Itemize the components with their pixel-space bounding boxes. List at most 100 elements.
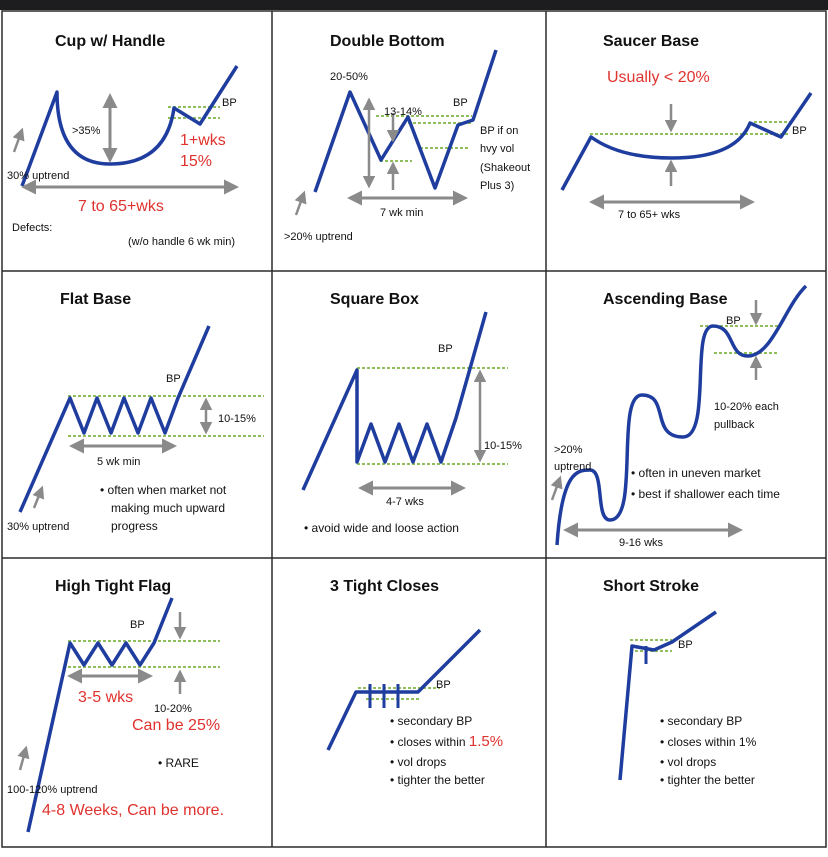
uptrend-label: 30% uptrend (7, 521, 69, 533)
uptrend-arrow (32, 485, 45, 509)
panel-title: Square Box (330, 291, 419, 308)
note-line: • tighter the better (660, 773, 755, 787)
panel-3-tight-closes: 3 Tight Closes BP • secondary BP • close… (326, 578, 503, 787)
note-line: • avoid wide and loose action (304, 521, 459, 535)
panel-saucer-base: Saucer Base Usually < 20% BP 7 to 65+ wk… (560, 33, 813, 221)
saucer-pattern-line (560, 92, 813, 191)
depth-label: Usually < 20% (607, 69, 710, 86)
duration-label: 3-5 wks (78, 689, 133, 706)
duration-label: 7 to 65+ wks (618, 209, 681, 221)
double-bottom-pattern-line (313, 49, 498, 193)
high-tight-flag-pattern-line (26, 597, 174, 833)
bp-note: Plus 3) (480, 180, 514, 192)
note-line: progress (111, 519, 158, 533)
panel-double-bottom: Double Bottom 20-50% 13-14% BP BP if on … (284, 33, 530, 243)
pivot-lines (68, 395, 264, 437)
panel-title: Saucer Base (603, 33, 699, 50)
duration-label: 7 wk min (380, 207, 423, 219)
uptrend-label: 100-120% uptrend (7, 784, 98, 796)
uptrend-arrow (550, 475, 563, 501)
pivot-lines (700, 325, 778, 354)
bp-label: BP (436, 679, 451, 691)
handle-pct-label: 15% (180, 153, 212, 170)
square-box-pattern-line (301, 311, 488, 491)
top-bar (0, 0, 828, 10)
panel-high-tight-flag: High Tight Flag BP 3-5 wks 10-20% Can be… (7, 578, 224, 833)
note-line: • best if shallower each time (631, 487, 780, 501)
cup-pattern-line (20, 65, 239, 187)
tight-closes-pattern-line (326, 628, 482, 751)
pivot-lines (357, 367, 508, 465)
rare-label: • RARE (158, 756, 199, 770)
panel-ascending-base: Ascending Base BP 10-20% each pullback >… (550, 284, 808, 549)
panel-grid (1, 10, 827, 848)
note-line: • closes within 1.5% (390, 733, 503, 750)
depth-label: 10-15% (218, 413, 256, 425)
depth-alt-label: Can be 25% (132, 717, 220, 734)
pivot-lines (68, 640, 220, 668)
short-stroke-pattern-line (618, 610, 717, 781)
uptrend-label: >20% uptrend (284, 231, 353, 243)
panel-title: 3 Tight Closes (330, 578, 439, 595)
note-line: • vol drops (390, 755, 446, 769)
panel-short-stroke: Short Stroke BP • secondary BP • closes … (603, 578, 757, 787)
duration-label: 9-16 wks (619, 537, 664, 549)
note-line: • often in uneven market (631, 466, 761, 480)
bp-note: (Shakeout (480, 162, 530, 174)
closes-within-text: • closes within (390, 735, 469, 749)
note-line: making much upward (111, 501, 225, 515)
note-line: • often when market not (100, 483, 227, 497)
panel-title: High Tight Flag (55, 578, 171, 595)
uptrend-arrow (17, 745, 30, 771)
panel-title: Ascending Base (603, 291, 728, 308)
bp-note: hvy vol (480, 143, 514, 155)
bp-label: BP (166, 373, 181, 385)
duration-label: 4-7 wks (386, 496, 424, 508)
panel-title: Short Stroke (603, 578, 699, 595)
weeks-label: 4-8 Weeks, Can be more. (42, 802, 224, 819)
panel-title: Flat Base (60, 291, 131, 308)
bp-label: BP (453, 97, 468, 109)
closes-within-red: 1.5% (469, 733, 503, 750)
mid-label: 13-14% (384, 106, 422, 118)
panel-title: Cup w/ Handle (55, 33, 165, 50)
duration-label: 7 to 65+wks (78, 198, 164, 215)
ascending-base-pattern-line (555, 284, 808, 546)
handle-note: (w/o handle 6 wk min) (128, 236, 235, 248)
note-line: • closes within 1% (660, 735, 757, 749)
duration-label: 5 wk min (97, 456, 140, 468)
handle-weeks-label: 1+wks (180, 132, 226, 149)
depth-label: 20-50% (330, 71, 368, 83)
close-bars (368, 684, 400, 708)
bp-label: BP (792, 125, 807, 137)
note-line: • vol drops (660, 755, 716, 769)
uptrend-arrow (12, 127, 25, 153)
defects-label: Defects: (12, 222, 52, 234)
uptrend-label: >20% (554, 444, 583, 456)
bp-label: BP (438, 343, 453, 355)
panel-title: Double Bottom (330, 33, 445, 50)
note-line: • secondary BP (390, 714, 472, 728)
bp-note: BP if on (480, 125, 518, 137)
bp-label: BP (678, 639, 693, 651)
bp-label: BP (726, 315, 741, 327)
uptrend-arrow (294, 190, 307, 216)
uptrend-label: uptrend (554, 461, 591, 473)
note-line: • tighter the better (390, 773, 485, 787)
panel-square-box: Square Box BP 10-15% 4-7 wks • avoid wid… (301, 291, 522, 535)
depth-label: 10-15% (484, 440, 522, 452)
note-line: • secondary BP (660, 714, 742, 728)
flat-base-pattern-line (18, 325, 211, 513)
uptrend-label: 30% uptrend (7, 170, 69, 182)
depth-label: >35% (72, 125, 101, 137)
bp-label: BP (222, 97, 237, 109)
pullback-label: 10-20% each (714, 401, 779, 413)
bp-label: BP (130, 619, 145, 631)
depth-label: 10-20% (154, 703, 192, 715)
pivot-lines (168, 106, 220, 119)
pivot-lines (590, 121, 790, 135)
panel-flat-base: Flat Base BP 10-15% 5 wk min • often whe… (7, 291, 264, 533)
pullback-label: pullback (714, 419, 755, 431)
panel-cup-with-handle: Cup w/ Handle >35% BP 1+wks 15% 30% uptr… (7, 33, 239, 248)
